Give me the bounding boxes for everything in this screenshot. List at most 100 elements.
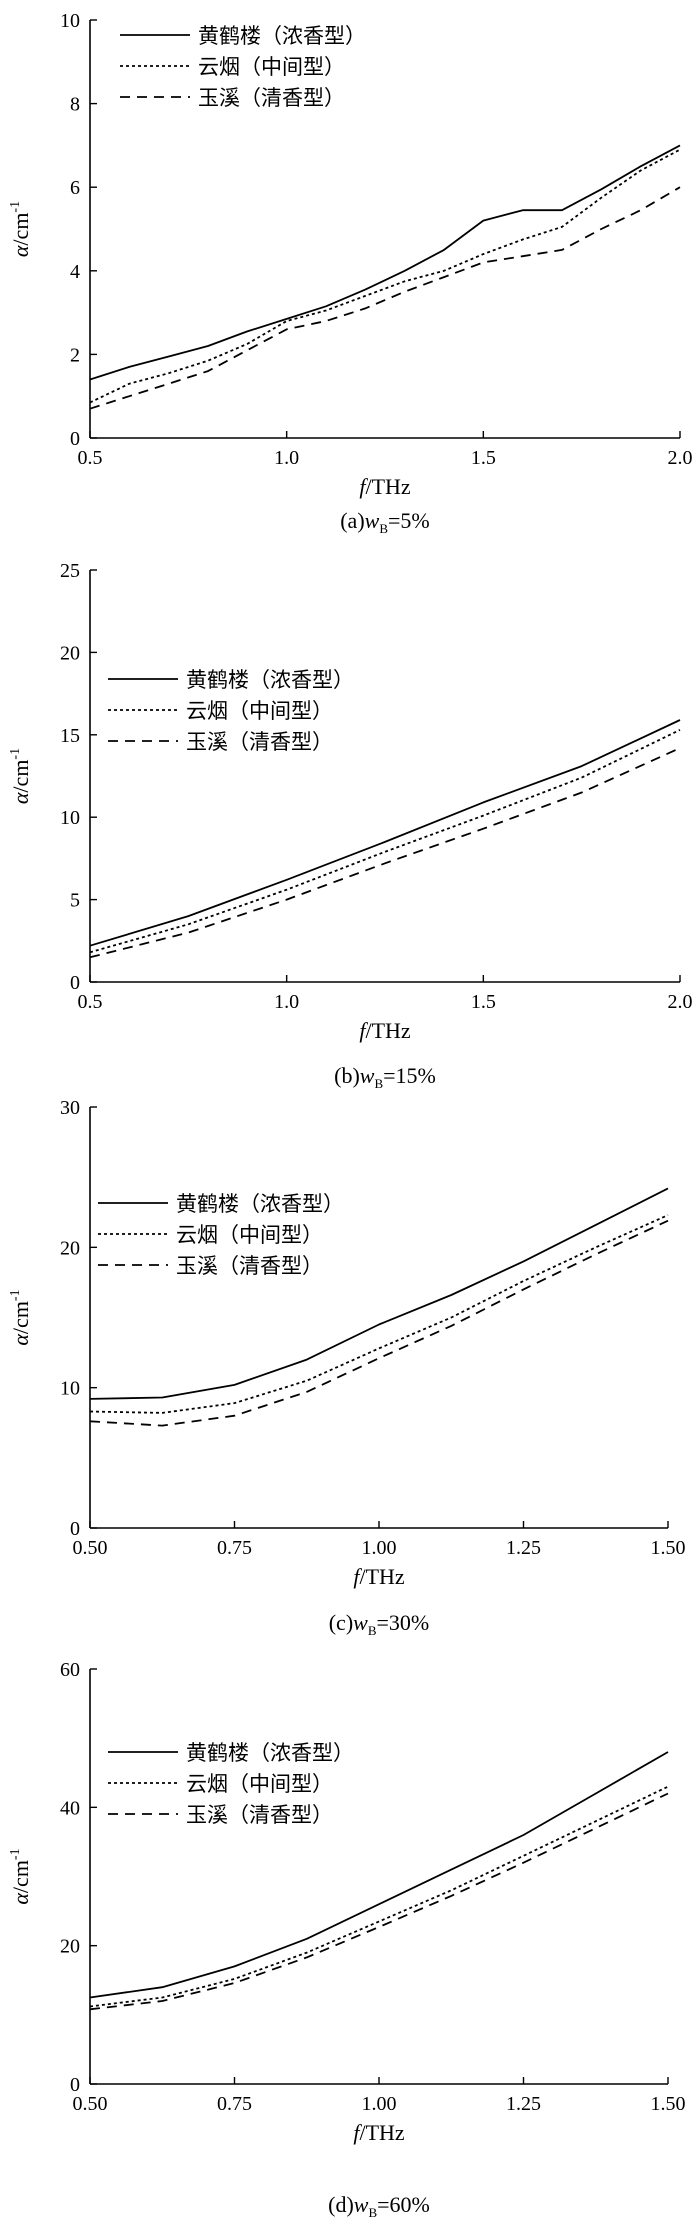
y-axis-sup: -1: [8, 201, 23, 213]
caption-suffix: =60%: [377, 2192, 430, 2217]
series-line-3: [89, 747, 681, 959]
y-axis-unit: /cm: [8, 760, 33, 793]
series-line-3: [89, 1792, 669, 2011]
panel-caption: (a)wB=5%: [340, 508, 430, 536]
caption-suffix: =5%: [388, 508, 430, 533]
caption-suffix: =15%: [383, 1063, 436, 1088]
x-tick-label: 0.75: [217, 1537, 252, 1559]
legend-label: 黄鹤楼（浓香型）: [186, 668, 354, 692]
x-axis-label: f/THz: [359, 474, 411, 499]
legend: 黄鹤楼（浓香型） 云烟（中间型） 玉溪（清香型）: [108, 1741, 354, 1827]
series-line-2: [89, 148, 681, 404]
x-tick-label: 1.50: [651, 2093, 686, 2115]
y-axis-var: α: [8, 1334, 33, 1346]
panel-caption: (b)wB=15%: [334, 1063, 436, 1091]
series-line-1: [89, 719, 681, 947]
y-axis-label: α/cm-1: [8, 1848, 33, 1904]
y-tick-label: 6: [70, 177, 80, 199]
caption-prefix: (a): [340, 508, 364, 533]
series-line-2: [89, 1214, 669, 1414]
caption-var: w: [353, 1610, 368, 1635]
x-tick-label: 0.75: [217, 2093, 252, 2115]
panel-4: 0 20 40 60 0.50 0.75 1.00 1.25 1.50 f/THz α/cm-1 黄鹤…: [8, 1659, 686, 2220]
x-tick-label: 1.25: [506, 1537, 541, 1559]
caption-suffix: =30%: [377, 1610, 430, 1635]
x-axis-label: f/THz: [353, 1564, 405, 1589]
x-tick-label: 1.5: [471, 991, 496, 1013]
caption-sub: B: [368, 2205, 377, 2220]
legend-label: 云烟（中间型）: [176, 1223, 323, 1247]
y-tick-label: 40: [60, 1797, 80, 1819]
panel-3: 0 10 20 30 0.50 0.75 1.00 1.25 1.50 f/THz α/cm-1 黄鹤…: [8, 1097, 686, 1638]
panel-caption: (d)wB=60%: [328, 2192, 430, 2220]
legend-label: 云烟（中间型）: [186, 1772, 333, 1796]
legend-label: 玉溪（清香型）: [198, 86, 345, 110]
caption-var: w: [360, 1063, 375, 1088]
y-tick-label: 25: [60, 560, 80, 582]
y-tick-label: 5: [70, 890, 80, 912]
y-axis-sup: -1: [8, 1289, 23, 1301]
panel-1: 0 2 4 6 8 10 0.5 1.0 1.5 2.0 f/THz α/cm-1 黄鹤楼（浓香型） 云烟…: [8, 10, 693, 536]
x-axis-label: f/THz: [353, 2120, 405, 2145]
y-axis-var: α: [8, 1893, 33, 1905]
y-axis-sup: -1: [8, 1848, 23, 1860]
y-tick-label: 8: [70, 94, 80, 116]
y-axis-label: α/cm-1: [8, 748, 33, 804]
y-tick-label: 0: [70, 1518, 80, 1540]
legend-label: 玉溪（清香型）: [186, 1803, 333, 1827]
y-tick-label: 60: [60, 1659, 80, 1681]
y-tick-label: 10: [60, 807, 80, 829]
x-axis-unit: /THz: [359, 1564, 404, 1589]
x-axis-unit: /THz: [365, 474, 410, 499]
y-tick-label: 10: [60, 10, 80, 32]
x-tick-label: 1.0: [274, 991, 299, 1013]
x-axis-unit: /THz: [365, 1018, 410, 1043]
x-tick-label: 1.00: [362, 2093, 397, 2115]
x-tick-label: 0.5: [78, 447, 103, 469]
x-tick-label: 2.0: [668, 991, 693, 1013]
x-axis-var: f: [359, 1018, 368, 1043]
legend-label: 黄鹤楼（浓香型）: [176, 1192, 344, 1216]
y-tick-label: 30: [60, 1097, 80, 1119]
x-axis-label: f/THz: [359, 1018, 411, 1043]
y-tick-label: 2: [70, 344, 80, 366]
series-line-2: [89, 729, 681, 954]
caption-sub: B: [368, 1623, 377, 1638]
y-axis-label: α/cm-1: [8, 201, 33, 257]
panel-2: 0 5 10 15 20 25 0.5 1.0 1.5 2.0 f/THz α/cm-1 黄鹤楼（浓香型…: [8, 560, 693, 1091]
panel-caption: (c)wB=30%: [329, 1610, 430, 1638]
y-axis-unit: /cm: [8, 1860, 33, 1893]
x-axis-var: f: [353, 2120, 362, 2145]
legend-label: 玉溪（清香型）: [186, 730, 333, 754]
caption-prefix: (d): [328, 2192, 354, 2217]
legend-label: 黄鹤楼（浓香型）: [186, 1741, 354, 1765]
series-line-1: [89, 1751, 669, 1999]
series-line-1: [89, 1187, 669, 1400]
legend: 黄鹤楼（浓香型） 云烟（中间型） 玉溪（清香型）: [108, 668, 354, 754]
y-axis-var: α: [8, 245, 33, 257]
caption-prefix: (b): [334, 1063, 360, 1088]
x-axis-var: f: [359, 474, 368, 499]
series-line-3: [89, 1219, 669, 1427]
legend: 黄鹤楼（浓香型） 云烟（中间型） 玉溪（清香型）: [98, 1192, 344, 1278]
y-tick-label: 10: [60, 1378, 80, 1400]
y-tick-label: 15: [60, 725, 80, 747]
y-tick-label: 4: [70, 261, 80, 283]
y-axis-unit: /cm: [8, 213, 33, 246]
legend-label: 云烟（中间型）: [198, 55, 345, 79]
caption-sub: B: [374, 1076, 383, 1091]
y-tick-label: 0: [70, 972, 80, 994]
x-tick-label: 0.50: [73, 2093, 108, 2115]
caption-sub: B: [379, 521, 388, 536]
series-line-3: [89, 186, 681, 410]
y-axis-unit: /cm: [8, 1301, 33, 1334]
caption-var: w: [354, 2192, 369, 2217]
y-tick-label: 0: [70, 2074, 80, 2096]
series-line-1: [89, 144, 681, 381]
y-tick-label: 20: [60, 642, 80, 664]
y-tick-label: 20: [60, 1936, 80, 1958]
y-axis-var: α: [8, 792, 33, 804]
x-axis-var: f: [353, 1564, 362, 1589]
x-tick-label: 1.0: [274, 447, 299, 469]
x-axis-unit: /THz: [359, 2120, 404, 2145]
